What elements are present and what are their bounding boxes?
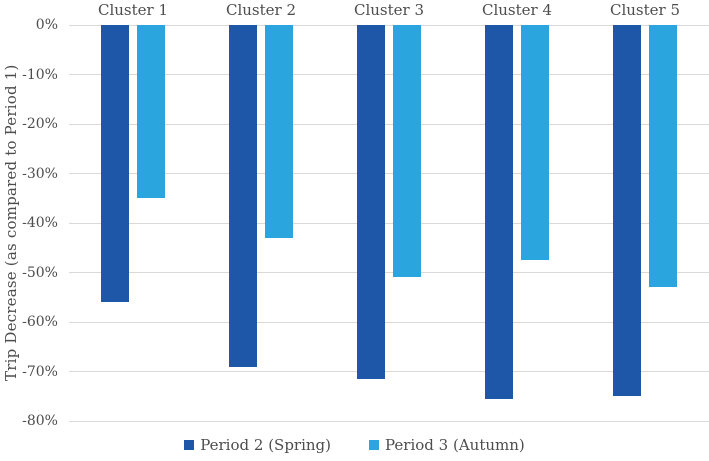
y-axis-tick-label: -80% [22, 413, 58, 429]
legend-swatch-icon [184, 440, 195, 450]
y-axis-tick-label: -20% [22, 116, 58, 132]
gridline [69, 123, 709, 125]
bar-period-3-autumn-cluster-4 [521, 25, 549, 261]
y-axis-tick-label: -30% [22, 165, 58, 182]
category-label: Cluster 4 [481, 1, 553, 19]
y-axis-tick-label: -60% [22, 314, 58, 330]
legend-label: Period 3 (Autumn) [385, 436, 525, 454]
bar-period-2-spring-cluster-5 [613, 25, 641, 397]
gridline [69, 420, 709, 422]
gridline [69, 321, 709, 323]
category-label: Cluster 3 [353, 1, 425, 19]
bar-period-2-spring-cluster-2 [229, 25, 257, 367]
y-axis-tick-label: -50% [22, 264, 58, 281]
gridline [69, 272, 709, 273]
gridline [69, 74, 709, 75]
bar-period-2-spring-cluster-3 [357, 25, 385, 379]
legend-swatch-icon [369, 440, 380, 450]
legend-item: Period 2 (Spring) [184, 436, 331, 454]
legend-label: Period 2 (Spring) [200, 436, 332, 454]
bar-period-3-autumn-cluster-3 [393, 25, 421, 278]
gridline [69, 371, 709, 372]
y-axis-tick-label: 0% [35, 17, 58, 33]
y-axis-tick-label: -10% [22, 66, 58, 83]
legend-item: Period 3 (Autumn) [369, 436, 525, 454]
bar-period-3-autumn-cluster-1 [137, 25, 165, 199]
bar-period-3-autumn-cluster-5 [649, 25, 677, 288]
legend: Period 2 (Spring) Period 3 (Autumn) [0, 436, 709, 454]
bar-period-2-spring-cluster-1 [101, 25, 129, 303]
gridline [69, 24, 709, 26]
y-axis-tick-label: -40% [22, 215, 58, 231]
plot-area [69, 24, 709, 422]
category-label: Cluster 1 [97, 1, 169, 19]
gridline [69, 173, 709, 174]
category-label: Cluster 5 [609, 1, 681, 19]
y-axis-tick-label: -70% [22, 363, 58, 380]
gridline [69, 222, 709, 224]
category-label: Cluster 2 [225, 1, 297, 19]
bar-period-2-spring-cluster-4 [485, 25, 513, 399]
bar-period-3-autumn-cluster-2 [265, 25, 293, 238]
